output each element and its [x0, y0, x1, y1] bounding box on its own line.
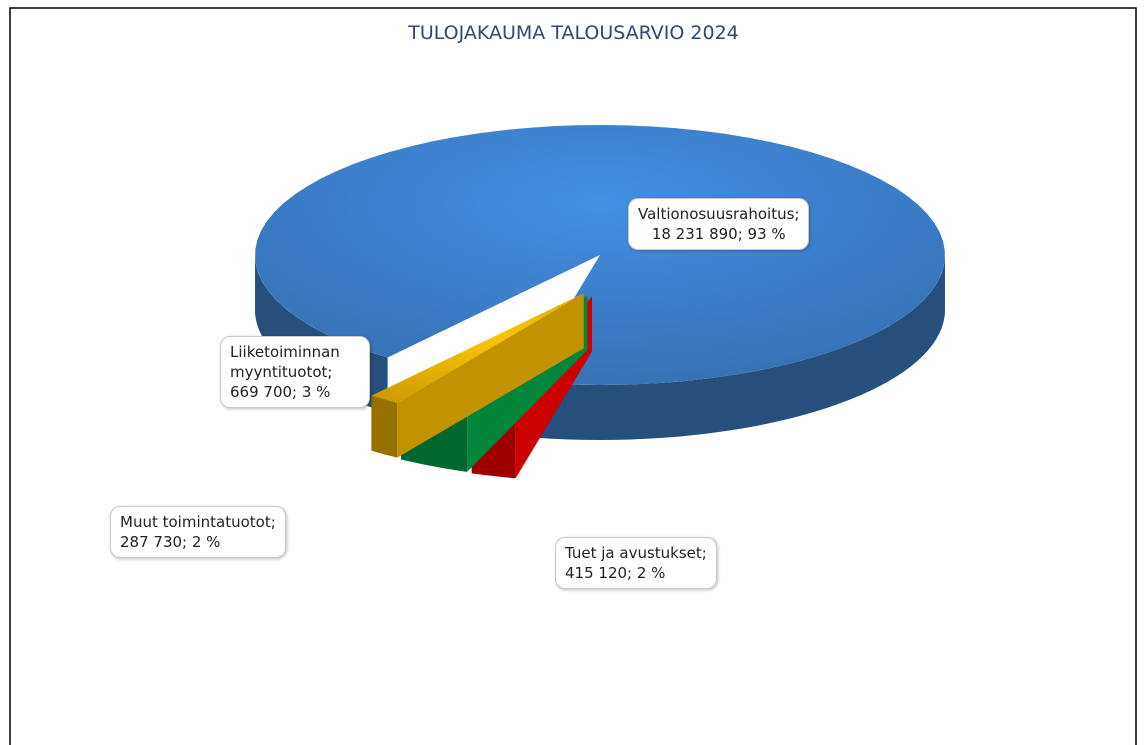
data-label: Muut toimintatuotot; 287 730; 2 %: [110, 506, 286, 558]
label-name: Valtionosuusrahoitus;: [638, 205, 800, 223]
chart-title: TULOJAKAUMA TALOUSARVIO 2024: [408, 22, 739, 44]
label-name: Muut toimintatuotot;: [120, 513, 276, 531]
label-value: 415 120; 2 %: [565, 564, 666, 582]
label-name: Liiketoiminnan myyntituotot;: [230, 343, 340, 381]
data-label: Tuet ja avustukset; 415 120; 2 %: [555, 537, 717, 589]
label-name: Tuet ja avustukset;: [565, 544, 707, 562]
label-value: 287 730; 2 %: [120, 533, 221, 551]
slice-side: [523, 255, 945, 440]
slice: [255, 125, 945, 385]
slice-face: [397, 293, 584, 458]
label-value: 18 231 890; 93 %: [651, 225, 786, 243]
data-label: Valtionosuusrahoitus; 18 231 890; 93 %: [628, 198, 810, 250]
slice: [371, 293, 584, 403]
label-value: 669 700; 3 %: [230, 383, 331, 401]
data-label: Liiketoiminnan myyntituotot; 669 700; 3 %: [220, 336, 370, 408]
slice-side: [371, 395, 398, 458]
